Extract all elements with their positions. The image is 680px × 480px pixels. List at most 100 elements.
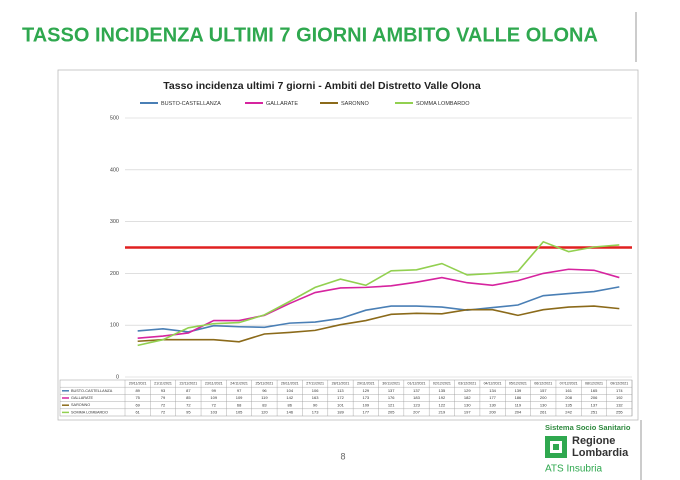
table-cell: 129 [362,388,369,393]
x-tick-label: 09/12/2021 [610,382,628,386]
table-cell: 90 [313,402,318,407]
table-cell: 109 [236,395,243,400]
table-row-label: GALLARATE [71,396,94,400]
table-cell: 104 [286,388,293,393]
table-row-label: SARONNO [71,403,90,407]
table-cell: 83 [262,402,267,407]
table-cell: 205 [388,409,395,414]
series-line [137,268,620,339]
table-cell: 72 [161,402,166,407]
table-cell: 130 [489,402,496,407]
table-cell: 192 [439,395,446,400]
x-tick-label: 03/12/2021 [458,382,476,386]
table-cell: 132 [616,402,623,407]
x-tick-label: 20/11/2021 [129,382,147,386]
x-tick-label: 24/11/2021 [230,382,248,386]
table-cell: 200 [540,395,547,400]
x-tick-label: 04/12/2021 [484,382,502,386]
table-cell: 189 [337,409,344,414]
table-cell: 182 [464,395,471,400]
x-tick-label: 06/12/2021 [534,382,552,386]
table-cell: 173 [362,395,369,400]
x-tick-label: 02/12/2021 [433,382,451,386]
table-cell: 68 [237,402,242,407]
y-tick-label: 300 [110,219,119,225]
table-cell: 97 [237,388,242,393]
table-cell: 105 [236,409,243,414]
table-cell: 79 [161,395,166,400]
table-cell: 242 [565,409,572,414]
table-cell: 106 [312,388,319,393]
table-cell: 113 [337,388,344,393]
table-cell: 135 [565,402,572,407]
table-cell: 72 [186,402,191,407]
table-cell: 251 [591,409,598,414]
table-cell: 120 [261,409,268,414]
table-cell: 134 [489,388,496,393]
table-cell: 177 [489,395,496,400]
table-cell: 165 [591,388,598,393]
x-tick-label: 25/11/2021 [256,382,274,386]
table-cell: 161 [565,388,572,393]
table-cell: 61 [135,409,140,414]
chart-title: Tasso incidenza ultimi 7 giorni - Ambiti… [163,80,481,92]
page-number: 8 [340,451,345,461]
y-tick-label: 200 [110,271,119,277]
x-tick-label: 28/11/2021 [332,382,350,386]
table-cell: 174 [616,388,623,393]
table-cell: 72 [161,409,166,414]
table-cell: 86 [288,402,293,407]
table-cell: 72 [211,402,216,407]
table-cell: 192 [616,395,623,400]
series-line [137,286,620,333]
table-cell: 123 [413,402,420,407]
table-cell: 137 [388,388,395,393]
table-cell: 172 [337,395,344,400]
legend-label: GALLARATE [266,101,298,107]
table-cell: 207 [413,409,420,414]
table-row-label: SOMMA LOMBARDO [71,410,108,414]
logo-agency: ATS Insubria [545,464,602,475]
table-cell: 261 [540,409,547,414]
table-cell: 137 [413,388,420,393]
table-cell: 173 [312,409,319,414]
table-cell: 186 [515,395,522,400]
table-cell: 85 [186,395,191,400]
table-cell: 121 [388,402,395,407]
legend-label: SOMMA LOMBARDO [416,101,470,107]
table-cell: 99 [211,388,216,393]
x-tick-label: 21/11/2021 [154,382,172,386]
table-cell: 255 [616,409,623,414]
table-cell: 219 [439,409,446,414]
legend-label: BUSTO-CASTELLANZA [161,101,221,107]
table-cell: 157 [540,388,547,393]
logo-brand: Regione [572,435,615,447]
table-cell: 130 [540,402,547,407]
table-cell: 93 [161,388,166,393]
y-tick-label: 0 [116,374,119,380]
table-cell: 135 [439,388,446,393]
logo-icon [553,444,559,450]
table-cell: 103 [210,409,217,414]
x-tick-label: 22/11/2021 [180,382,198,386]
table-cell: 204 [515,409,522,414]
x-tick-label: 29/11/2021 [357,382,375,386]
table-cell: 130 [464,402,471,407]
table-cell: 75 [135,395,140,400]
x-tick-label: 23/11/2021 [205,382,223,386]
table-cell: 177 [362,409,369,414]
table-cell: 139 [515,388,522,393]
table-cell: 96 [262,388,267,393]
table-cell: 183 [413,395,420,400]
table-cell: 101 [337,402,344,407]
y-tick-label: 100 [110,323,119,329]
x-tick-label: 08/12/2021 [585,382,603,386]
table-cell: 176 [388,395,395,400]
table-cell: 208 [565,395,572,400]
table-cell: 69 [135,402,140,407]
table-cell: 146 [286,409,293,414]
x-tick-label: 27/11/2021 [306,382,324,386]
table-row-label: BUSTO-CASTELLANZA [71,389,113,393]
table-cell: 109 [362,402,369,407]
